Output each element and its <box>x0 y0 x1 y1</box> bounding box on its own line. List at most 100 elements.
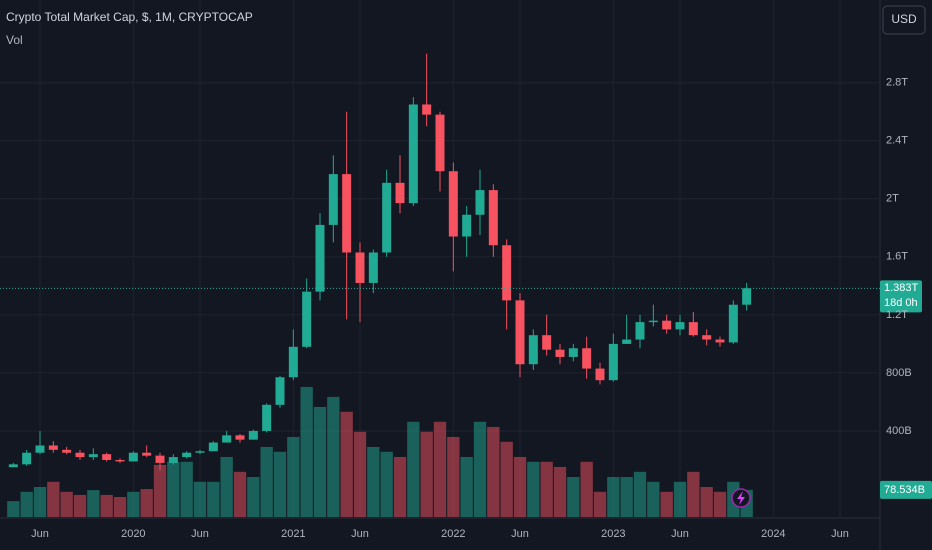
volume-bar <box>420 431 433 517</box>
x-tick-label: 2021 <box>281 528 305 540</box>
candle-body <box>315 224 325 292</box>
candle-body <box>182 452 192 458</box>
event-bolt <box>737 491 745 505</box>
y-tick-label: 400B <box>886 425 912 437</box>
y-tick-label: 800B <box>886 367 912 379</box>
volume-bar <box>33 486 47 517</box>
candle-body <box>35 445 45 453</box>
volume-bar <box>433 421 447 517</box>
candle-body <box>48 445 58 450</box>
volume-bar <box>73 494 87 517</box>
x-tick-label: 2023 <box>601 528 625 540</box>
volume-bar <box>60 491 73 517</box>
candles <box>8 53 752 471</box>
volume-bar <box>513 456 527 517</box>
candle-body <box>675 322 685 330</box>
candle-body <box>435 114 445 172</box>
volume-bar <box>207 481 220 517</box>
candle-body <box>555 349 565 357</box>
candle-body <box>155 455 165 463</box>
volume-bar <box>660 491 673 517</box>
candle-body <box>448 171 458 237</box>
candle-body <box>475 190 485 215</box>
y-tick-label: 1.2T <box>886 309 908 321</box>
candle-body <box>595 368 605 381</box>
candle-body <box>262 404 272 431</box>
volume-bar <box>380 451 393 517</box>
volume-bar <box>620 476 633 517</box>
candle-body <box>302 291 312 347</box>
candle-body <box>488 190 498 246</box>
candle-body <box>662 320 672 330</box>
volume-bar <box>580 461 593 517</box>
volume-bar <box>127 491 140 517</box>
volume-bar <box>713 491 727 517</box>
candle-body <box>235 435 245 440</box>
volume-bar <box>153 464 167 517</box>
candle-body <box>368 252 378 283</box>
volume-bar <box>260 446 273 517</box>
candle-body <box>115 459 125 462</box>
candle-body <box>702 335 712 340</box>
volume-bar <box>367 446 380 517</box>
last-volume-label: 78.534B <box>884 484 925 496</box>
candle-body <box>288 346 298 378</box>
candle-body <box>568 348 578 357</box>
candle-body <box>408 104 418 204</box>
y-tick-label: 2.8T <box>886 77 908 89</box>
candle-body <box>622 339 632 344</box>
x-tick-label: Jun <box>671 528 689 540</box>
volume-bar <box>500 441 513 517</box>
currency-button[interactable] <box>882 5 926 35</box>
currency-label[interactable]: USD <box>891 12 917 26</box>
candle-body <box>222 435 232 443</box>
volume-bar <box>687 471 700 517</box>
x-tick-label: Jun <box>831 528 849 540</box>
volume-bar <box>100 494 113 517</box>
volume-bar <box>247 476 260 517</box>
candle-body <box>582 348 592 369</box>
volume-bar <box>47 481 60 517</box>
x-tick-label: Jun <box>351 528 369 540</box>
x-tick-label: 2022 <box>441 528 465 540</box>
candle-body <box>462 214 472 237</box>
volume-bar <box>273 451 287 517</box>
last-volume-box <box>880 480 932 499</box>
candle-body <box>688 322 698 336</box>
y-tick-label: 1.6T <box>886 251 908 263</box>
volume-bar <box>540 461 553 517</box>
volume-bar <box>287 436 300 517</box>
candle-body <box>515 300 525 365</box>
candle-body <box>382 182 392 253</box>
candle-body <box>88 454 98 458</box>
volume-bar <box>473 421 487 517</box>
volume-bar <box>7 501 20 517</box>
candle-body <box>75 452 85 458</box>
volume-bar <box>673 481 687 517</box>
volume-bar <box>300 386 313 517</box>
candle-body <box>8 464 18 468</box>
x-tick-label: 2024 <box>761 528 785 540</box>
overlays: 1.383T 18d 0h 78.534B <box>0 280 932 499</box>
volume-bar <box>353 431 367 517</box>
volume-bar <box>647 481 660 517</box>
volume-bar <box>167 461 180 517</box>
volume-bar <box>407 421 420 517</box>
volume-bar <box>193 481 207 517</box>
candle-body <box>422 104 432 115</box>
candle-body <box>208 442 218 452</box>
candle-body <box>195 451 205 453</box>
volume-bar <box>313 406 327 517</box>
candle-body <box>142 452 152 456</box>
last-price-label: 1.383T <box>884 282 919 294</box>
candle-body <box>715 339 725 343</box>
volume-bar <box>233 471 247 517</box>
volume-bar <box>607 476 620 517</box>
volume-pane <box>7 386 753 517</box>
candle-body <box>528 335 538 365</box>
candle-body <box>608 343 618 381</box>
volume-bar <box>567 476 580 517</box>
candle-body <box>248 430 258 440</box>
last-price-box <box>880 280 922 313</box>
